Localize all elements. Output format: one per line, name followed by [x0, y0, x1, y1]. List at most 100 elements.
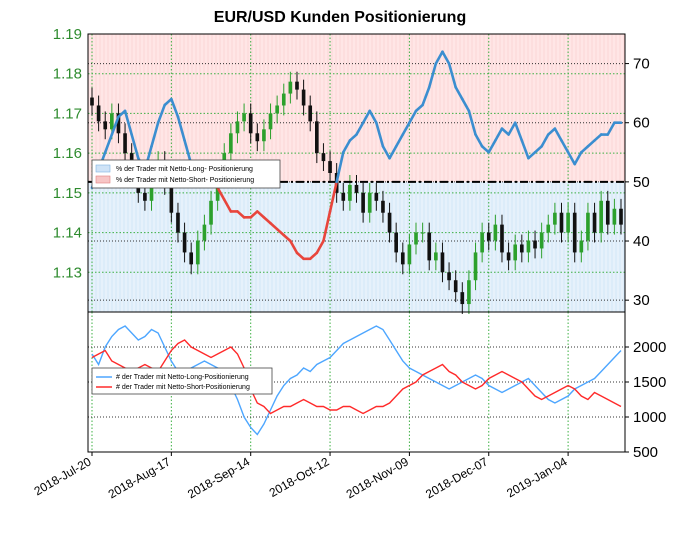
candle-body	[96, 105, 101, 122]
candle-body	[202, 224, 207, 241]
candle-body	[599, 200, 603, 233]
candle-body	[407, 244, 412, 265]
candle-body	[387, 212, 392, 233]
positioning-segment	[586, 139, 596, 148]
positioning-segment	[606, 121, 616, 136]
positioning-segment	[295, 251, 305, 261]
positioning-segment	[553, 127, 563, 142]
candle-body	[321, 153, 326, 162]
legend-box	[91, 367, 273, 395]
positioning-segment	[460, 97, 471, 113]
candle-body	[176, 212, 180, 233]
candle-body	[90, 97, 94, 106]
right-tick-label: 1000	[633, 409, 666, 426]
short-count-line	[91, 339, 622, 415]
candle-body	[169, 184, 174, 213]
candle-body	[367, 192, 372, 213]
candle-body	[546, 224, 551, 233]
candle-body	[480, 232, 484, 253]
candle-body	[460, 292, 465, 305]
positioning-segment	[533, 145, 543, 154]
positioning-segment	[447, 62, 457, 89]
positioning-segment	[441, 50, 451, 65]
positioning-segment	[500, 127, 510, 136]
positioning-segment	[156, 103, 167, 125]
candle-body	[143, 192, 147, 201]
right-tick-label: 40	[633, 233, 650, 250]
x-tick-label: 2018-Jul-20	[32, 454, 94, 498]
x-tick-label: 2018-Dec-07	[423, 454, 490, 501]
candle-body	[420, 232, 425, 234]
candle-body	[229, 133, 233, 154]
left-tick-label: 1.13	[53, 264, 82, 281]
candle-body	[414, 232, 418, 245]
price-positioning-panel: 1.19 1.18 1.17 1.16 1.15 1.14 1.13 70 60 50 40 30 % …	[53, 26, 650, 314]
candle-body	[235, 121, 240, 134]
positioning-segment	[368, 109, 378, 125]
positioning-segment	[394, 133, 405, 148]
left-tick-label: 1.16	[53, 145, 82, 162]
x-tick-label: 2018-Nov-09	[344, 454, 411, 501]
x-tick-label: 2018-Aug-17	[106, 454, 173, 501]
candle-body	[486, 232, 491, 241]
positioning-segment	[256, 210, 266, 219]
positioning-segment	[381, 145, 391, 160]
legend-box	[91, 159, 281, 189]
positioning-segment	[335, 150, 345, 184]
positioning-segment	[103, 133, 114, 154]
right-tick-label: 1500	[633, 374, 666, 391]
candle-body	[473, 252, 478, 281]
candle-body	[354, 184, 359, 193]
positioning-segment	[170, 97, 180, 119]
x-tick-label: 2018-Sep-14	[185, 454, 252, 501]
positioning-segment	[474, 133, 484, 148]
candle-body	[255, 133, 260, 142]
positioning-segment	[527, 150, 537, 160]
positioning-segment	[427, 62, 438, 89]
positioning-segment	[315, 239, 325, 255]
candle-body	[453, 280, 458, 293]
candle-body	[519, 244, 524, 253]
right-tick-label: 70	[633, 56, 650, 73]
positioning-segment	[388, 145, 398, 160]
candle-body	[328, 161, 332, 173]
positioning-segment	[341, 139, 352, 154]
positioning-segment	[454, 85, 464, 101]
positioning-segment	[123, 109, 133, 136]
positioning-segment	[262, 216, 272, 225]
positioning-segment	[110, 115, 120, 136]
candle-body	[605, 200, 610, 225]
positioning-segment	[480, 145, 491, 154]
legend-swatch-long	[95, 164, 111, 173]
positioning-segment	[540, 133, 550, 148]
legend-label-long: # der Trader mit Netto-Long-Positionieru…	[116, 374, 249, 381]
positioning-segment	[308, 251, 319, 261]
positioning-segment	[361, 109, 372, 125]
positioning-segment	[408, 109, 418, 125]
right-tick-label: 60	[633, 115, 650, 132]
right-tick-label: 50	[633, 174, 650, 191]
candle-body	[374, 192, 379, 201]
candle-body	[103, 121, 108, 130]
left-tick-label: 1.18	[53, 66, 82, 83]
positioning-segment	[566, 150, 577, 166]
x-axis: 2018-Jul-20 2018-Aug-17 2018-Sep-14 2018-Oc…	[32, 452, 570, 501]
right-tick-label: 500	[633, 444, 658, 461]
positioning-segment	[275, 227, 286, 237]
candle-body	[301, 89, 306, 106]
candle-body	[242, 113, 246, 122]
candle-body	[394, 232, 398, 253]
candle-body	[586, 212, 590, 241]
positioning-segment	[289, 239, 299, 255]
positioning-segment	[573, 150, 583, 166]
left-tick-label: 1.15	[53, 185, 82, 202]
candle-body	[592, 212, 597, 233]
positioning-segment	[520, 139, 530, 160]
positioning-segment	[216, 186, 226, 201]
positioning-segment	[348, 133, 358, 142]
candle-body	[506, 252, 511, 261]
candle-body	[400, 252, 405, 265]
left-tick-label: 1.14	[53, 225, 82, 242]
